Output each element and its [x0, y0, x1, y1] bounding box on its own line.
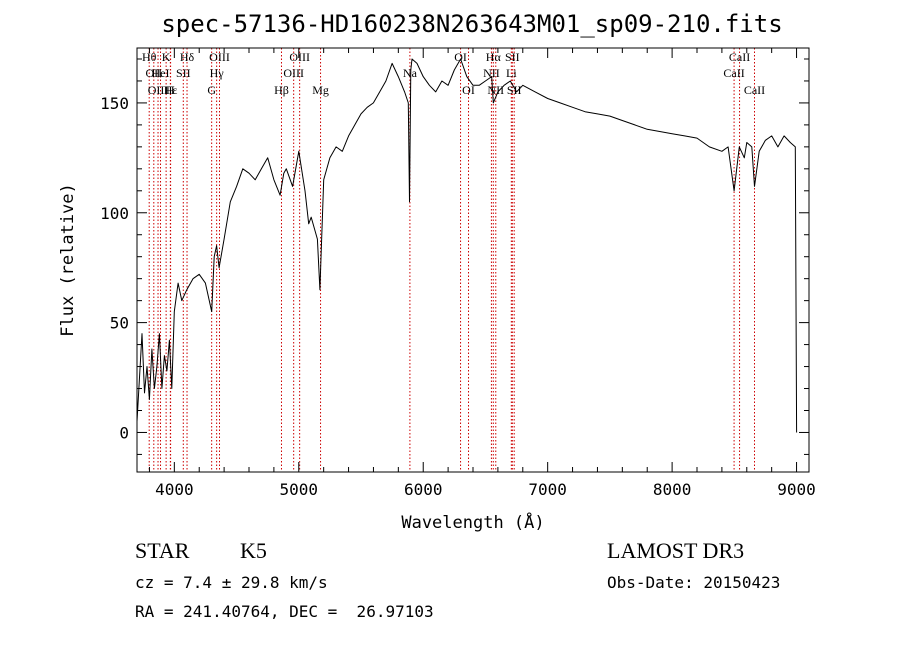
axis-ticks	[137, 48, 809, 472]
line-marker-label: Hδ	[180, 50, 195, 64]
x-tick-label: 9000	[777, 480, 816, 499]
x-tick-label: 4000	[155, 480, 194, 499]
line-marker-label: CaII	[723, 66, 744, 80]
line-marker-label: OIII	[289, 50, 310, 64]
line-marker-label: K	[162, 50, 171, 64]
spectral-subclass: K5	[240, 538, 267, 563]
redshift-readout: cz = 7.4 ± 29.8 km/s	[135, 573, 328, 592]
coordinates-readout: RA = 241.40764, DEC = 26.97103	[135, 602, 434, 621]
line-marker-label: CaII	[729, 50, 750, 64]
observation-date: Obs-Date: 20150423	[607, 573, 781, 592]
line-marker-label: H	[166, 83, 175, 97]
object-class: STAR	[135, 538, 190, 563]
axis-tick-labels: 4000 5000 6000 7000 8000 9000 0 50 100 150	[100, 94, 816, 499]
line-marker-label: Hε	[164, 83, 178, 97]
y-axis-label: Flux (relative)	[58, 183, 78, 337]
line-marker-label: Na	[403, 66, 418, 80]
y-tick-label: 0	[119, 423, 129, 442]
line-marker-label: NII	[483, 66, 500, 80]
x-tick-label: 8000	[653, 480, 692, 499]
x-tick-label: 7000	[528, 480, 567, 499]
spectral-line-labels: HθOIIOIIIHeIKHεHSIIHδGHγOIIIHβOIIIOIIIMg…	[142, 50, 765, 97]
line-marker-label: Hα	[486, 50, 502, 64]
spectral-line-markers	[148, 48, 755, 472]
line-marker-label: OIII	[209, 50, 230, 64]
line-marker-label: SII	[505, 50, 520, 64]
x-tick-label: 6000	[404, 480, 443, 499]
line-marker-label: SII	[507, 83, 522, 97]
line-marker-label: CaII	[744, 83, 765, 97]
line-marker-label: OIII	[283, 66, 304, 80]
line-marker-label: Hγ	[210, 66, 225, 80]
spectrum-line	[136, 58, 798, 433]
line-marker-label: OI	[462, 83, 475, 97]
line-marker-label: Li	[506, 66, 517, 80]
y-tick-label: 50	[110, 314, 129, 333]
chart-title: spec-57136-HD160238N263643M01_sp09-210.f…	[161, 10, 782, 38]
line-marker-label: G	[207, 83, 216, 97]
survey-name: LAMOST DR3	[607, 538, 745, 563]
plot-frame	[136, 47, 810, 473]
line-marker-label: OIII	[148, 83, 169, 97]
line-marker-label: Hβ	[274, 83, 289, 97]
spectrum-series	[136, 58, 798, 433]
line-marker-label: OI	[454, 50, 467, 64]
y-tick-label: 100	[100, 204, 129, 223]
line-marker-label: SII	[176, 66, 191, 80]
line-marker-label: NII	[487, 83, 504, 97]
line-marker-label: Mg	[312, 83, 329, 97]
x-axis-label: Wavelength (Å)	[401, 511, 544, 533]
line-marker-label: Hθ	[142, 50, 157, 64]
x-tick-label: 5000	[280, 480, 319, 499]
line-marker-label: OII	[145, 66, 162, 80]
line-marker-label: HeI	[152, 66, 170, 80]
y-tick-label: 150	[100, 94, 129, 113]
